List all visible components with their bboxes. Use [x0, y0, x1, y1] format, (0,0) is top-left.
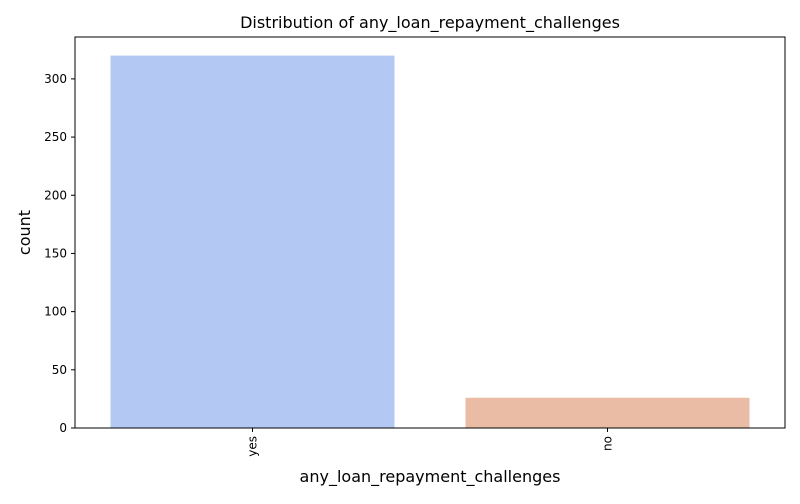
- chart-title: Distribution of any_loan_repayment_chall…: [240, 13, 620, 33]
- x-axis: yes no: [246, 428, 615, 457]
- x-tick-label-no: no: [601, 436, 615, 451]
- x-tick-label-yes: yes: [246, 436, 260, 457]
- y-axis: 0 50 100 150 200 250 300: [44, 72, 75, 435]
- y-tick-label: 50: [52, 363, 67, 377]
- plot-frame: [74, 36, 786, 429]
- y-tick-label: 300: [44, 72, 67, 86]
- x-axis-label: any_loan_repayment_challenges: [300, 467, 561, 487]
- bars-layer: [110, 55, 750, 428]
- bar-no: [465, 397, 750, 428]
- bar-yes: [110, 55, 395, 428]
- y-axis-label: count: [15, 210, 34, 255]
- y-tick-label: 150: [44, 246, 67, 260]
- plot-area: 0 50 100 150 200 250 300 yes no: [44, 36, 786, 457]
- y-tick-label: 250: [44, 130, 67, 144]
- y-tick-label: 100: [44, 305, 67, 319]
- y-tick-label: 200: [44, 188, 67, 202]
- y-tick-label: 0: [59, 421, 67, 435]
